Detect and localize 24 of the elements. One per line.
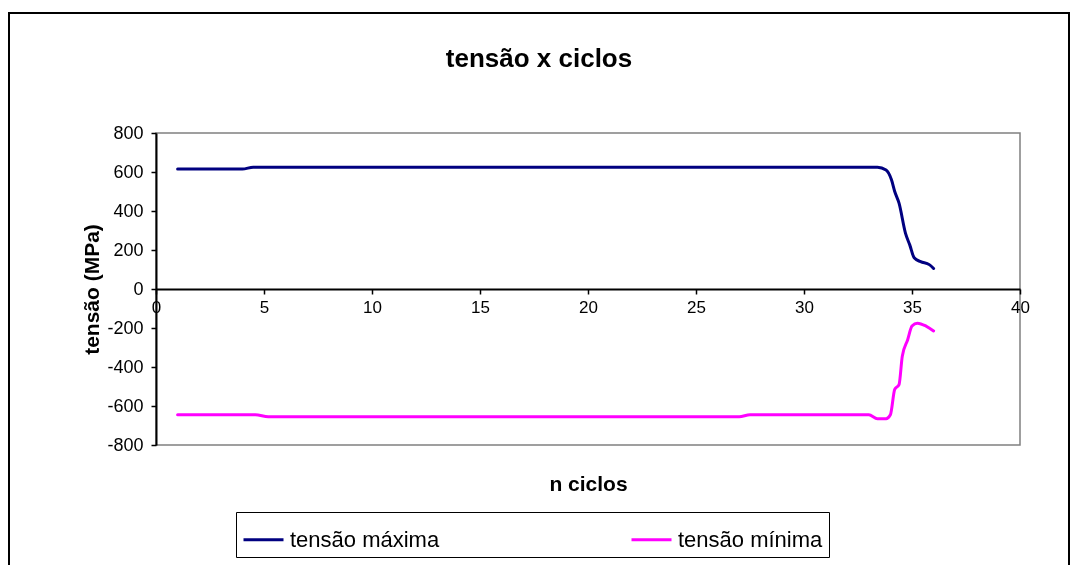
line-series (176, 321, 936, 421)
y-tick-label: 800 (113, 122, 144, 143)
y-tick-label: 600 (113, 161, 144, 182)
chart-title: tensão x ciclos (445, 43, 633, 73)
x-tick-label: 15 (471, 297, 490, 317)
y-tick-label: 200 (113, 239, 144, 260)
y-tick-label: 400 (113, 200, 144, 221)
x-tick-label: 20 (579, 297, 598, 317)
y-tick-label: -800 (107, 434, 144, 455)
x-tick-label: 5 (259, 297, 270, 317)
x-axis-title: n ciclos (549, 471, 628, 495)
x-tick-label: 30 (795, 297, 814, 317)
legend-label: tensão máxima (290, 526, 440, 552)
x-tick-label: 35 (903, 297, 922, 317)
x-tick-label: 25 (687, 297, 706, 317)
y-tick-label: -200 (107, 317, 144, 338)
line-series (176, 165, 936, 271)
y-tick-label: -600 (107, 395, 144, 416)
x-tick-label: 40 (1011, 297, 1030, 317)
legend-label: tensão mínima (678, 526, 824, 552)
y-tick-label: 0 (133, 278, 144, 299)
x-tick-label: 10 (363, 297, 382, 317)
y-axis-title: tensão (MPa) (80, 224, 104, 355)
y-tick-label: -400 (107, 356, 144, 377)
